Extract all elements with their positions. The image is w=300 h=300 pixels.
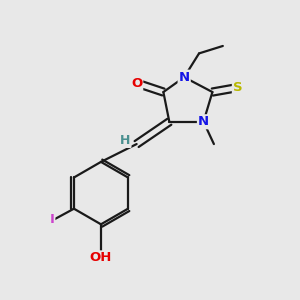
Text: S: S [233, 81, 242, 94]
Text: H: H [120, 134, 130, 147]
Text: N: N [178, 71, 190, 84]
Text: OH: OH [90, 251, 112, 264]
Text: N: N [198, 115, 209, 128]
Text: O: O [131, 76, 142, 90]
Text: I: I [50, 213, 54, 226]
